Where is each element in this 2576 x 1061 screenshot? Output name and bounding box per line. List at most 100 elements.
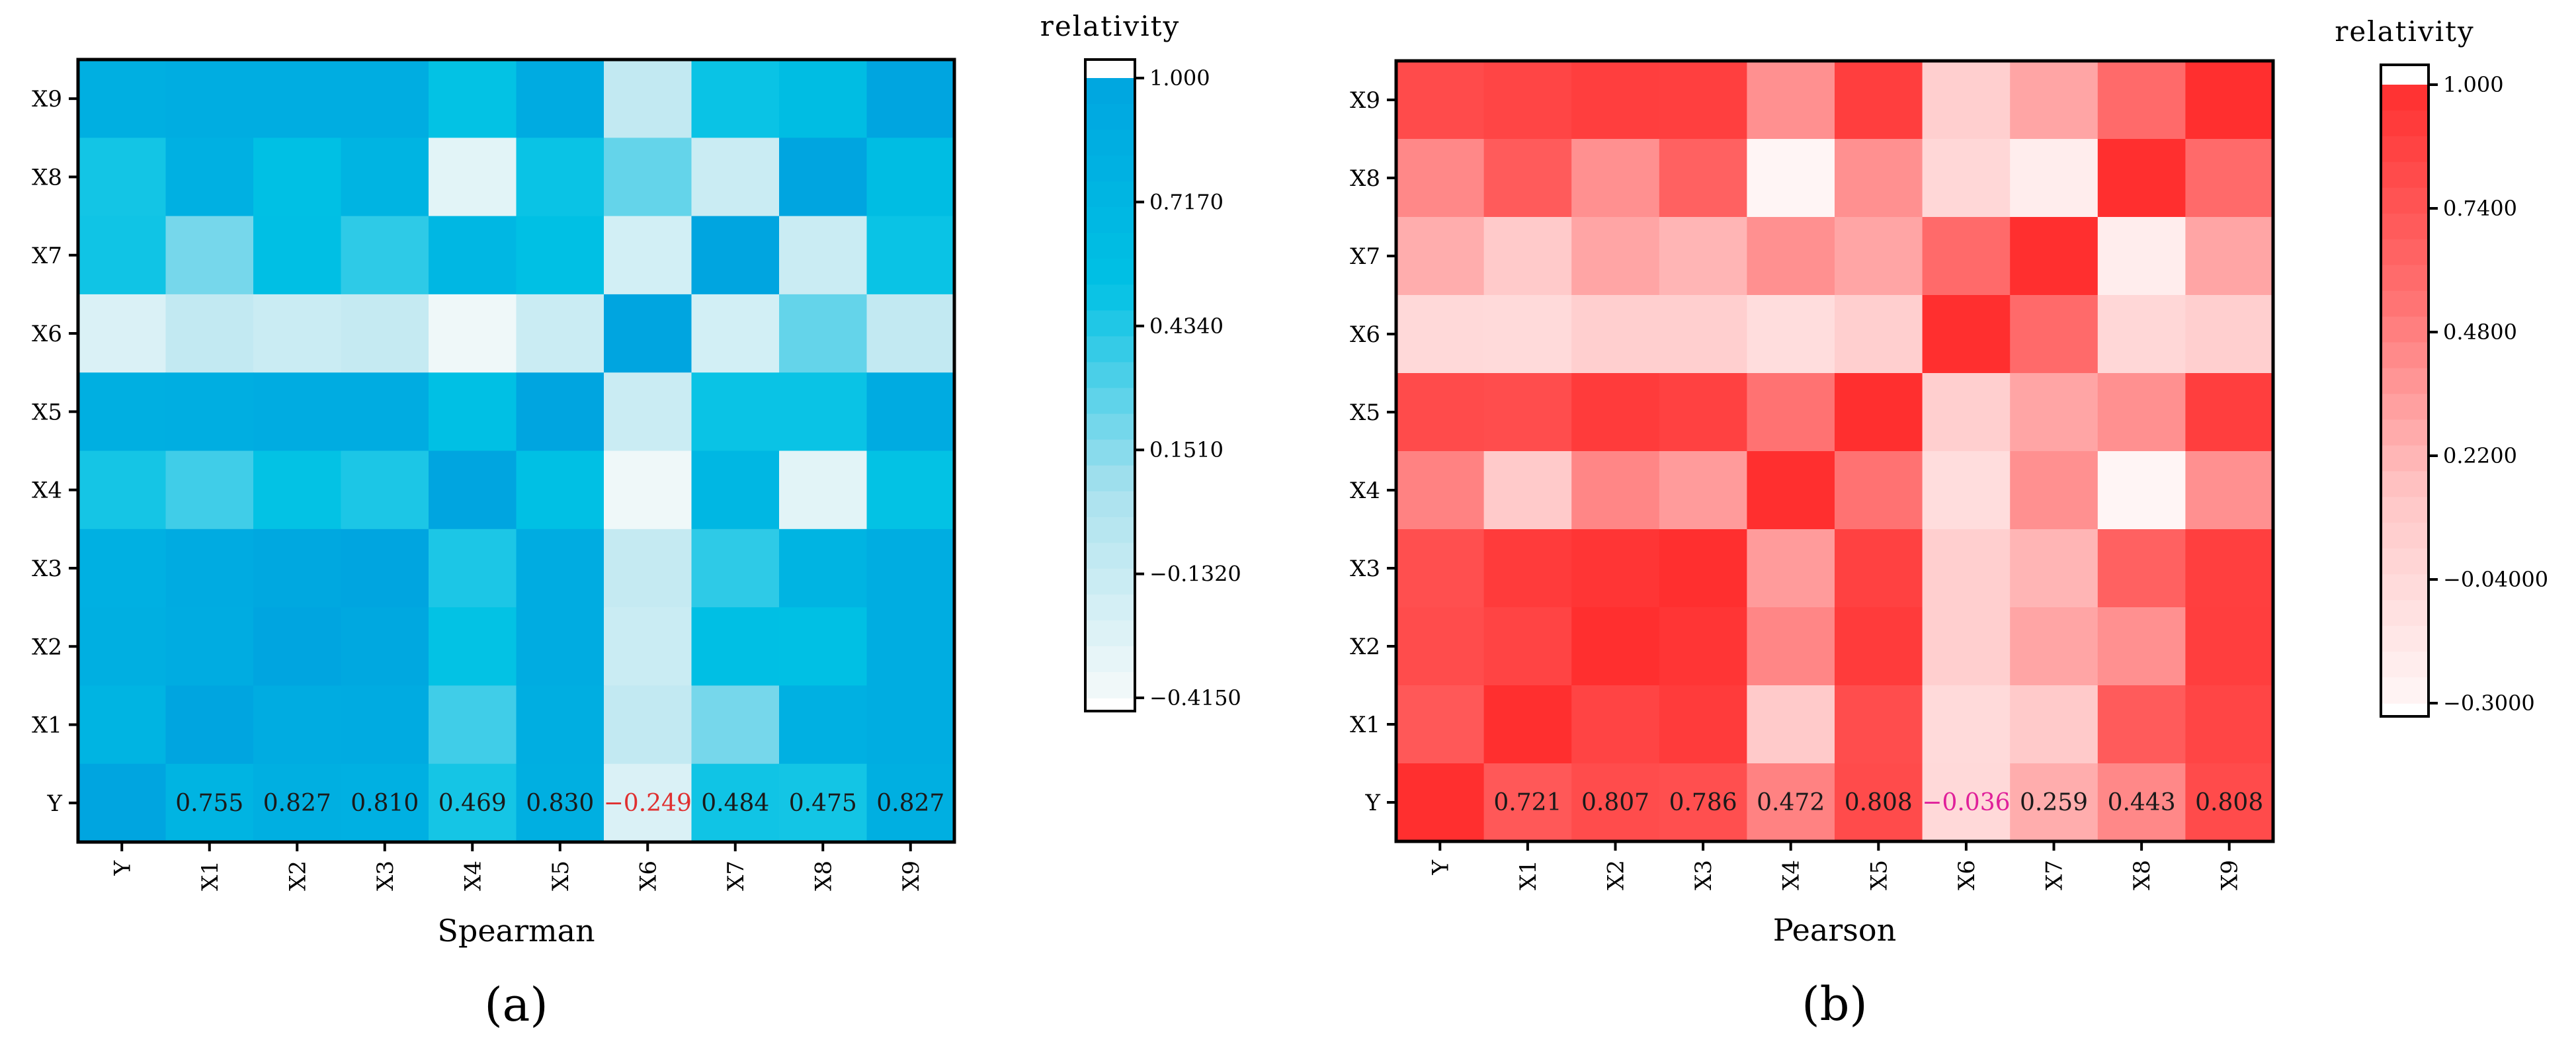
y-tick-label: X2: [1350, 634, 1380, 660]
heatmap-cell: [429, 372, 517, 452]
heatmap-cell: [1747, 139, 1835, 218]
heatmap-cell: [1571, 451, 1660, 530]
heatmap-cell: [516, 529, 604, 608]
x-tick-label: Y: [1427, 859, 1454, 875]
heatmap-cell: [1396, 217, 1485, 296]
colorbar-swatch: [1085, 439, 1135, 466]
colorbar-swatch: [1085, 155, 1135, 182]
heatmap-cell: [1922, 763, 2011, 842]
heatmap-cell: [516, 372, 604, 452]
heatmap-panel-b: 0.721 0.807 0.786 0.472 0.808 −0.036 0.259 0.44…: [1350, 15, 2548, 1031]
heatmap-cell: [1835, 607, 1923, 686]
plot-frame: [76, 58, 956, 844]
cell-value-label: 0.469: [438, 790, 507, 817]
heatmap-cell: [1483, 217, 1572, 296]
heatmap-cell: [2010, 763, 2098, 842]
colorbar-swatch: [1085, 413, 1135, 441]
colorbar-tick-label: −0.1320: [1149, 562, 1241, 587]
x-tick-label: X3: [1690, 860, 1717, 890]
heatmap-cell: [516, 763, 604, 843]
colorbar-swatch: [2381, 626, 2429, 652]
heatmap-cell: [1747, 295, 1835, 374]
heatmap-cell: [1659, 451, 1747, 530]
heatmap-cell: [866, 216, 955, 295]
colorbar-swatch: [2381, 342, 2429, 369]
heatmap-cell: [779, 529, 868, 608]
heatmap-cell: [1396, 295, 1485, 374]
heatmap-cell: [691, 294, 780, 373]
heatmap-cell: [253, 685, 342, 765]
colorbar-frame: [2380, 64, 2430, 718]
heatmap-cell: [2185, 61, 2274, 140]
y-tick-label: X3: [1350, 556, 1380, 582]
x-tick-label: X4: [460, 861, 486, 891]
heatmap-cell: [866, 60, 955, 138]
plot-frame: [1394, 59, 2275, 843]
heatmap-cell: [1835, 685, 1923, 764]
heatmap-cell: [1571, 763, 1660, 842]
y-tick-label: X8: [32, 164, 62, 191]
colorbar-swatch: [2381, 110, 2429, 137]
colorbar-swatch: [2381, 445, 2429, 472]
heatmap-cell: [2185, 685, 2274, 764]
heatmap-cell: [1483, 763, 1572, 842]
y-tick-label: X7: [32, 243, 62, 269]
colorbar: relativity 1.000 0.7400 0.4800 0.2200 −0.0400…: [2335, 15, 2548, 718]
heatmap-cell: [2185, 763, 2274, 842]
cell-value-label: 0.830: [526, 790, 594, 817]
x-tick-label: X3: [372, 861, 399, 891]
heatmap-cell: [78, 450, 167, 530]
heatmap-cell: [1835, 217, 1923, 296]
heatmap-cell: [253, 138, 342, 217]
cell-value-label: −0.249: [604, 790, 692, 817]
x-tick-label: X6: [635, 861, 661, 891]
heatmap-cell: [1396, 61, 1485, 140]
x-tick-label: X9: [2217, 860, 2243, 890]
heatmap-cell: [604, 763, 692, 843]
x-axis-title: Spearman: [437, 913, 595, 949]
heatmap-cell: [691, 60, 780, 138]
heatmap-cell: [1659, 139, 1747, 218]
heatmap-cell: [253, 450, 342, 530]
heatmap-cell: [691, 607, 780, 686]
heatmap-cell: [429, 607, 517, 686]
heatmap-cell: [2185, 451, 2274, 530]
colorbar-tick-label: 0.7400: [2443, 196, 2517, 221]
colorbar-swatch: [2381, 187, 2429, 214]
heatmap-cell: [341, 60, 429, 138]
colorbar-swatch: [2381, 497, 2429, 524]
colorbar-tick-label: −0.4150: [1149, 685, 1241, 710]
heatmap-cell: [1659, 217, 1747, 296]
x-tick-label: X7: [2042, 860, 2068, 890]
heatmap-cell: [1659, 61, 1747, 140]
heatmap-cell: [2010, 607, 2098, 686]
heatmap-cell: [691, 138, 780, 217]
heatmap-cell: [779, 294, 868, 373]
colorbar-tick-label: 1.000: [1149, 65, 1210, 91]
heatmap-cell: [78, 138, 167, 217]
heatmap-cell: [1483, 451, 1572, 530]
heatmap-cell: [866, 685, 955, 765]
heatmap-cell: [1571, 61, 1660, 140]
heatmap-cell: [1747, 685, 1835, 764]
x-tick-label: X1: [197, 861, 224, 891]
heatmap-cell: [78, 763, 167, 843]
heatmap-cell: [1571, 217, 1660, 296]
heatmap-cell: [1571, 529, 1660, 608]
y-tick-label: X9: [32, 86, 62, 112]
colorbar-swatch: [1085, 594, 1135, 621]
heatmap-cell: [1659, 373, 1747, 452]
heatmap-cell: [2185, 373, 2274, 452]
heatmap-cell: [604, 294, 692, 373]
cell-value-label: 0.259: [2020, 789, 2088, 816]
heatmap-cell: [253, 60, 342, 138]
heatmap-cell: [429, 138, 517, 217]
heatmap-cell: [2185, 217, 2274, 296]
heatmap-cell: [429, 763, 517, 843]
colorbar-swatch: [1085, 104, 1135, 130]
heatmap-cell: [866, 138, 955, 217]
y-tick-label: X3: [32, 556, 62, 582]
colorbar-tick-label: 0.4800: [2443, 319, 2517, 345]
heatmap-cell: [516, 138, 604, 217]
